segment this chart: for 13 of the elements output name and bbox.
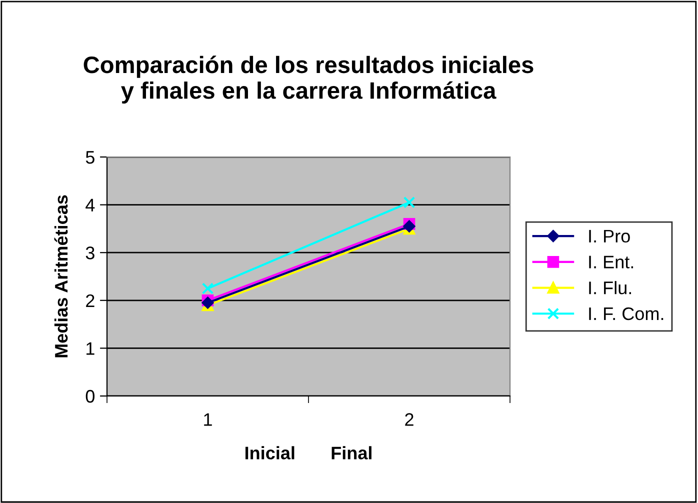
y-tick-label: 3 bbox=[86, 246, 94, 260]
y-tick-label: 4 bbox=[86, 198, 95, 212]
legend-label: I. F. Com. bbox=[589, 307, 664, 320]
legend-label: I. Flu. bbox=[589, 281, 632, 294]
legend-label: I. Pro bbox=[589, 230, 630, 243]
y-tick-label: 5 bbox=[86, 151, 94, 164]
y-tick-label: 1 bbox=[86, 342, 94, 355]
legend-label: I. Ent. bbox=[589, 256, 634, 268]
y-tick-label: 0 bbox=[86, 390, 94, 403]
y-axis-title: Medias Aritméticas bbox=[54, 195, 68, 358]
y-tick-label: 2 bbox=[86, 294, 94, 307]
x-axis-title: Inicial Final bbox=[246, 446, 372, 460]
chart-title: Comparación de los resultados iniciales y finales en la carrera Informática bbox=[84, 56, 534, 104]
